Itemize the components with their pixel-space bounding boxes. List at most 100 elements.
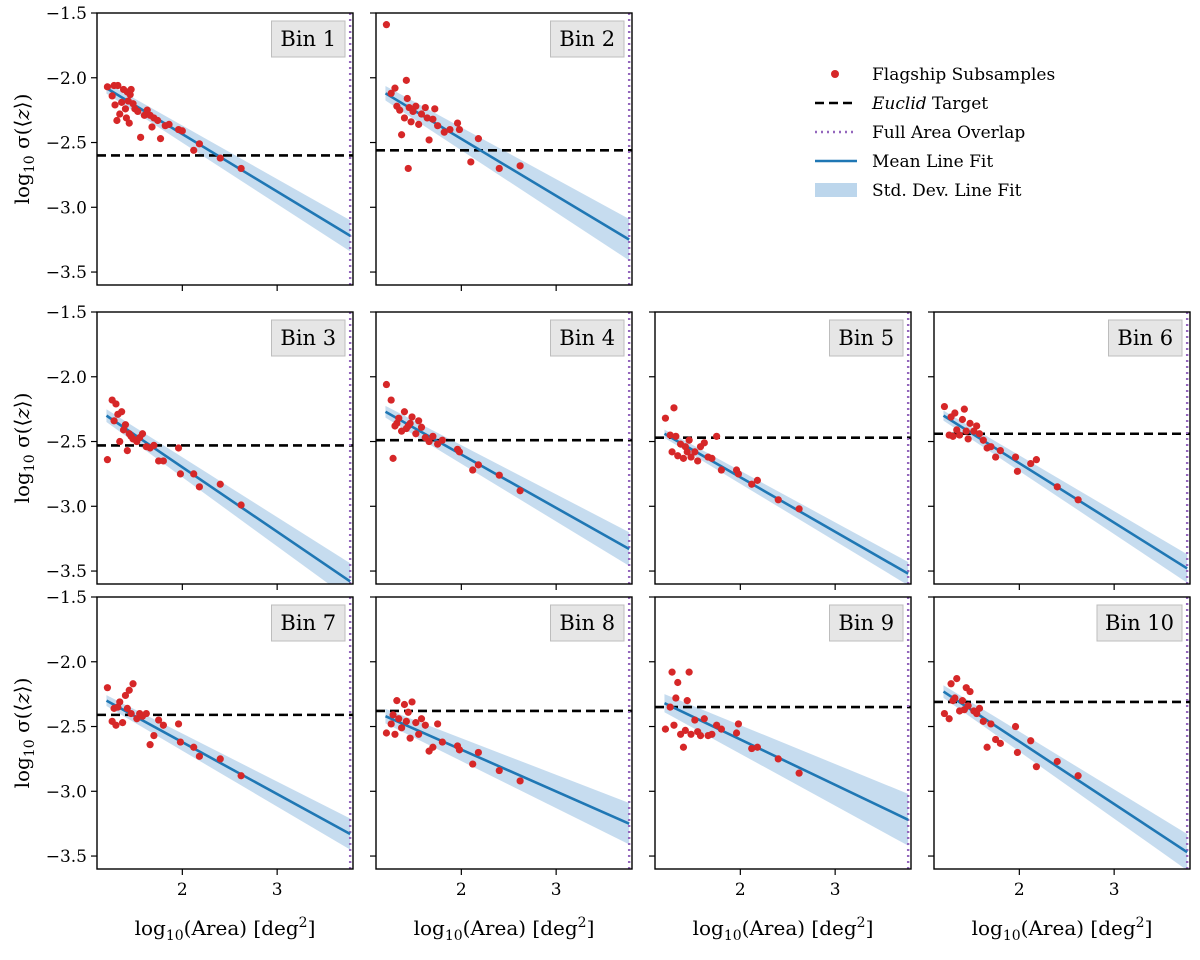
data-point	[438, 738, 446, 746]
plot-area	[376, 13, 632, 285]
data-point	[114, 81, 122, 90]
data-point	[121, 421, 130, 429]
legend-label: Flagship Subsamples	[872, 65, 1055, 85]
data-point	[516, 162, 524, 170]
data-point	[691, 716, 699, 724]
mean-fit-line	[942, 414, 1188, 570]
y-tick-label: −3.5	[46, 263, 87, 283]
data-point	[992, 735, 1000, 744]
data-point	[142, 709, 150, 718]
bin-label: Bin 10	[1105, 611, 1174, 635]
y-axis-title-part: log	[10, 757, 34, 788]
x-axis-title-part: log	[414, 916, 445, 940]
data-point	[717, 725, 725, 733]
x-axis-title-part: ]	[308, 916, 316, 940]
data-point	[195, 483, 203, 491]
x-axis-title-subscript: 10	[1003, 928, 1021, 944]
data-point	[774, 496, 782, 504]
data-point	[404, 164, 412, 173]
data-point	[195, 752, 203, 760]
data-point	[103, 456, 112, 464]
data-point	[393, 697, 401, 705]
data-point	[123, 446, 131, 455]
data-point	[672, 694, 680, 702]
y-axis-title-italic: z	[10, 109, 34, 121]
data-point	[396, 106, 404, 114]
y-tick-label: −3.0	[46, 782, 87, 802]
x-axis-title-superscript: 2	[299, 915, 308, 931]
y-tick-label: −3.0	[46, 198, 87, 218]
data-point	[446, 125, 454, 134]
y-axis-title-italic: z	[10, 693, 34, 705]
data-point	[155, 716, 163, 724]
data-point	[387, 720, 395, 728]
data-point	[417, 423, 426, 431]
data-point	[398, 131, 406, 139]
data-point	[190, 146, 198, 154]
x-axis-title-subscript: 10	[166, 928, 184, 944]
data-point	[108, 92, 116, 100]
legend-label: Euclid Target	[871, 94, 988, 114]
plot-area	[97, 13, 353, 285]
mean-fit-line	[105, 87, 351, 237]
panel-frame	[933, 311, 1191, 585]
data-point	[679, 743, 688, 751]
data-point	[402, 717, 410, 725]
data-point	[947, 680, 955, 688]
data-point	[983, 743, 991, 751]
data-point	[495, 766, 503, 775]
panel-bin-3: −1.5 −2.0 −2.5 −3.0 −3.5 Bin 3 log10 σ(⟨z⟩)	[10, 303, 354, 590]
data-point	[119, 719, 127, 727]
x-axis-title: log10(Area) [deg2]	[414, 915, 595, 944]
panel-bin-4: Bin 4	[370, 311, 633, 590]
data-point	[404, 708, 412, 716]
x-axis-title-part: ]	[1145, 916, 1153, 940]
x-axis-title-subscript: 10	[724, 928, 742, 944]
data-point	[195, 140, 203, 148]
x-axis-title-superscript: 2	[578, 915, 587, 931]
y-tick-label: −1.5	[46, 303, 87, 323]
data-point	[960, 405, 968, 413]
data-point	[154, 116, 162, 125]
data-point	[434, 440, 442, 448]
data-point	[992, 453, 1000, 461]
data-point	[940, 402, 949, 411]
data-point	[429, 743, 437, 751]
bin-label: Bin 9	[838, 611, 894, 635]
data-point	[455, 448, 464, 456]
data-point	[382, 729, 391, 737]
y-axis-title-subscript: 10	[22, 454, 38, 472]
data-point	[700, 439, 708, 447]
data-point	[1032, 456, 1040, 464]
data-point	[713, 721, 721, 729]
data-point	[1011, 453, 1020, 461]
plot-area	[376, 312, 632, 584]
panel-bin-1: −1.5 −2.0 −2.5 −3.0 −3.5 Bin 1 log10 σ(⟨z⟩)	[10, 4, 354, 291]
data-point	[382, 21, 391, 29]
data-point	[127, 709, 135, 718]
data-point	[150, 731, 158, 740]
panel-frame	[96, 311, 354, 585]
data-point	[395, 715, 403, 723]
data-point	[516, 777, 524, 785]
data-point	[964, 702, 972, 710]
data-point	[949, 432, 957, 440]
data-point	[987, 443, 995, 451]
data-point	[137, 133, 145, 141]
panel-frame	[375, 311, 633, 585]
data-point	[713, 432, 721, 440]
data-point	[237, 164, 245, 173]
x-axis-title: log10(Area) [deg2]	[135, 915, 316, 944]
data-point	[940, 709, 949, 718]
data-point	[666, 431, 674, 439]
bin-label-box	[550, 20, 625, 58]
y-axis-title-part: log	[10, 472, 34, 503]
data-point	[389, 454, 397, 462]
data-point	[681, 726, 689, 735]
data-point	[406, 734, 414, 742]
data-point	[1074, 772, 1082, 780]
data-point	[146, 741, 154, 749]
